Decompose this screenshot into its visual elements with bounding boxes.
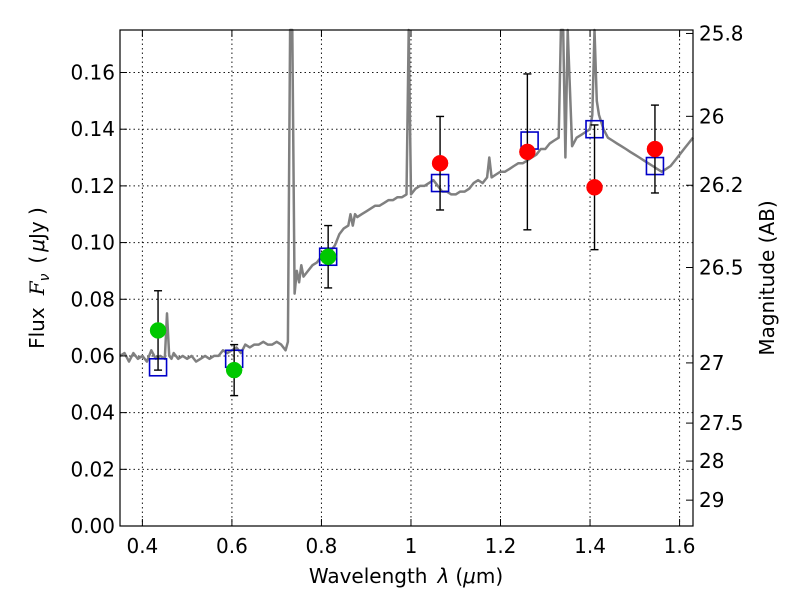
y-tick-label: 0.14 [70, 117, 115, 141]
x-tick-label: 0.6 [216, 534, 248, 558]
observed-green-point [225, 361, 243, 379]
y2-tick-label: 26 [699, 104, 724, 128]
x-tick-label: 1.6 [664, 534, 696, 558]
observed-red-point [586, 179, 603, 196]
observed-red-point [519, 143, 536, 161]
y-tick-label: 0.00 [70, 514, 115, 538]
y2-tick-label: 27 [699, 351, 724, 375]
observed-red-point [431, 154, 449, 172]
y2-tick-label: 29 [699, 488, 724, 512]
y-tick-label: 0.12 [70, 174, 115, 198]
y-tick-label: 0.06 [70, 344, 115, 368]
y-tick-label: 0.16 [70, 61, 115, 85]
observed-red-point [646, 140, 664, 158]
y2-tick-label: 25.8 [699, 21, 744, 45]
observed-green-point [149, 322, 167, 339]
x-tick-label: 1 [405, 534, 418, 558]
plot-frame [119, 29, 694, 527]
x-tick-label: 1.2 [485, 534, 517, 558]
observed-green-point [319, 248, 337, 265]
y-tick-label: 0.04 [70, 401, 115, 425]
y-axis-label: FluxFν(μJy ) [25, 207, 53, 349]
x-axis-label: Wavelength λ (μm) [309, 564, 503, 588]
series-layer [119, 28, 694, 397]
y-tick-label: 0.10 [70, 231, 115, 255]
x-tick-label: 1.4 [574, 534, 606, 558]
y2-tick-label: 28 [699, 449, 724, 473]
model-spectrum-line [119, 28, 694, 363]
x-tick-label: 0.4 [126, 534, 158, 558]
y2-tick-label: 27.5 [699, 411, 744, 435]
y2-tick-label: 26.5 [699, 256, 744, 280]
y-tick-label: 0.02 [70, 457, 115, 481]
ticks: 0.4 0.6 0.8 1 1.2 1.4 1.6 0.00 0.02 0.04 0.06 0.08 0… [70, 21, 743, 558]
y-tick-label: 0.08 [70, 287, 115, 311]
y2-tick-label: 26.2 [699, 173, 744, 197]
y2-axis-label: Magnitude (AB) [755, 200, 779, 355]
x-tick-label: 0.8 [306, 534, 338, 558]
